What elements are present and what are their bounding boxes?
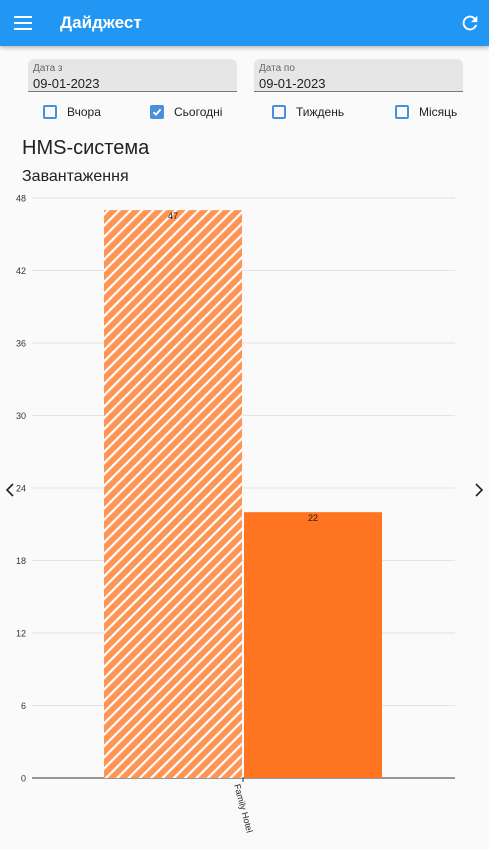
date-to-field[interactable]: Дата по 09-01-2023 [254,59,463,92]
filter-yesterday[interactable]: Вчора [43,103,101,121]
bar [104,210,242,779]
data-label: 47 [168,211,178,221]
app-bar: Дайджест [0,0,489,46]
x-tick-label: Family Hotel [232,783,255,834]
y-tick-label: 36 [16,339,26,349]
y-tick-label: 48 [16,194,26,204]
page-title: Дайджест [60,13,142,32]
filter-today-label: Сьогодні [174,105,223,119]
y-tick-label: 0 [21,774,26,784]
date-to-value: 09-01-2023 [259,76,326,91]
bar [244,512,382,778]
chevron-left-icon[interactable] [4,480,16,500]
y-tick-label: 42 [16,266,26,276]
date-from-value: 09-01-2023 [33,76,100,91]
date-from-field[interactable]: Дата з 09-01-2023 [28,59,237,92]
filter-yesterday-label: Вчора [67,105,101,119]
filter-week-label: Тиждень [296,105,345,119]
date-to-label: Дата по [259,63,295,74]
checkbox-today[interactable] [150,105,164,119]
check-icon [152,108,162,116]
y-tick-label: 6 [21,701,26,711]
filter-month-label: Місяць [419,105,458,119]
checkbox-month[interactable] [395,105,409,119]
filter-today[interactable]: Сьогодні [150,103,222,121]
y-tick-label: 12 [16,629,26,639]
menu-icon[interactable] [14,14,32,32]
chevron-right-icon[interactable] [473,480,485,500]
checkbox-yesterday[interactable] [43,105,57,119]
section-subtitle: Завантаження [22,168,129,185]
y-tick-label: 30 [16,411,26,421]
date-from-label: Дата з [33,63,63,74]
data-label: 22 [308,513,318,523]
refresh-icon[interactable] [459,12,481,34]
y-tick-label: 18 [16,556,26,566]
section-title: HMS-система [22,137,150,159]
y-tick-label: 24 [16,484,26,494]
filter-month[interactable]: Місяць [395,103,457,121]
checkbox-week[interactable] [272,105,286,119]
filter-week[interactable]: Тиждень [272,103,344,121]
